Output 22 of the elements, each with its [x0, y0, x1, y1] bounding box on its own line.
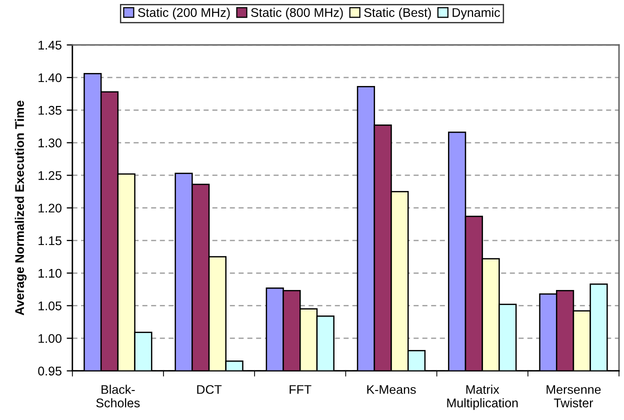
x-tick-label: K-Means: [367, 385, 416, 394]
legend-label: Static (800 MHz): [251, 8, 343, 20]
y-tick-label: 1.15: [38, 236, 62, 246]
y-axis-title: Average Normalized Execution Time: [14, 100, 27, 316]
y-tick-label: 1.05: [38, 301, 62, 310]
y-tick-label: 1.35: [38, 106, 62, 115]
x-tick-label: DCT: [197, 385, 222, 394]
y-tick-label: 1.25: [38, 171, 62, 180]
legend-label: Static (Best): [364, 8, 431, 20]
y-tick-label: 1.10: [38, 268, 62, 278]
y-tick-label: 1.30: [38, 138, 62, 148]
x-tick-label: Mersenne Twister: [546, 385, 601, 408]
y-tick-label: 1.40: [38, 73, 62, 82]
x-tick-label: FFT: [290, 385, 312, 394]
y-tick-label: 1.00: [38, 334, 62, 343]
legend-label: Dynamic: [452, 8, 500, 20]
y-tick-label: 1.45: [38, 40, 62, 50]
x-tick-label: Matrix Multiplication: [447, 384, 518, 410]
x-tick-label: Black- Scholes: [96, 384, 140, 408]
legend-label: Static (200 MHz): [138, 8, 230, 20]
y-tick-label: 1.20: [38, 204, 62, 213]
y-tick-label: 0.95: [38, 366, 62, 376]
